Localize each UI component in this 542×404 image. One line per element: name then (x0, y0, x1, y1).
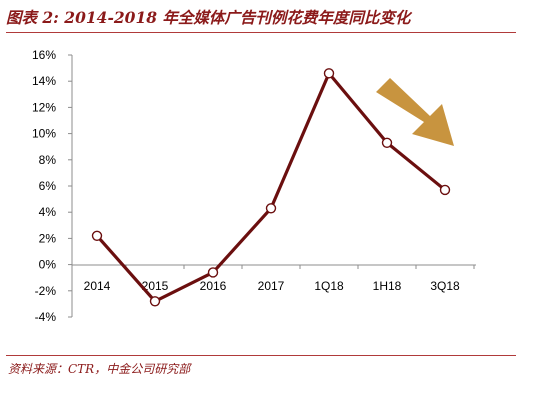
y-tick-label: -4% (35, 310, 57, 324)
x-tick-label: 1H18 (373, 279, 402, 293)
figure-title: 图表 2: 2014-2018 年全媒体广告刊例花费年度同比变化 (6, 8, 411, 27)
data-point-marker (207, 267, 219, 278)
title-divider (6, 32, 516, 33)
series-line-path (95, 71, 447, 303)
source-note: 资料来源：CTR，中金公司研究部 (8, 362, 191, 376)
y-tick-label: 16% (32, 48, 56, 62)
data-point-marker (381, 137, 393, 148)
y-axis-ticks: -4% -2% 0% 2% 4% 6% 8% 10% 12% 14% 16% (32, 48, 72, 324)
data-point-marker (265, 203, 277, 214)
data-point-marker (91, 230, 103, 241)
y-tick-label: 8% (39, 153, 57, 167)
y-tick-label: 2% (39, 231, 57, 245)
y-tick-label: 10% (32, 127, 56, 141)
x-tick-label: 3Q18 (430, 279, 460, 293)
trend-arrow-annotation (376, 78, 454, 146)
series-line (95, 71, 447, 303)
x-tick-label: 2016 (200, 279, 227, 293)
source-divider (6, 355, 516, 356)
x-tick-label: 2014 (84, 279, 111, 293)
x-tick-label: 1Q18 (314, 279, 344, 293)
y-tick-label: 6% (39, 179, 57, 193)
y-tick-label: 0% (39, 258, 57, 272)
y-tick-label: 4% (39, 205, 57, 219)
y-tick-label: 12% (32, 100, 56, 114)
data-point-marker (149, 296, 161, 307)
data-point-marker (439, 184, 451, 196)
y-tick-label: -2% (35, 284, 57, 298)
y-tick-label: 14% (32, 74, 56, 88)
x-tick-label: 2017 (258, 279, 285, 293)
data-point-marker (323, 68, 335, 79)
x-tick-label: 2015 (142, 279, 169, 293)
trend-arrow-icon (376, 78, 454, 146)
series-markers (91, 68, 451, 307)
x-axis-labels: 2014 2015 2016 2017 1Q18 1H18 3Q18 (84, 265, 475, 293)
line-chart: -4%-2%0%2%4%6%8%10%12%14%16% 2014 2015 201… (32, 48, 476, 324)
